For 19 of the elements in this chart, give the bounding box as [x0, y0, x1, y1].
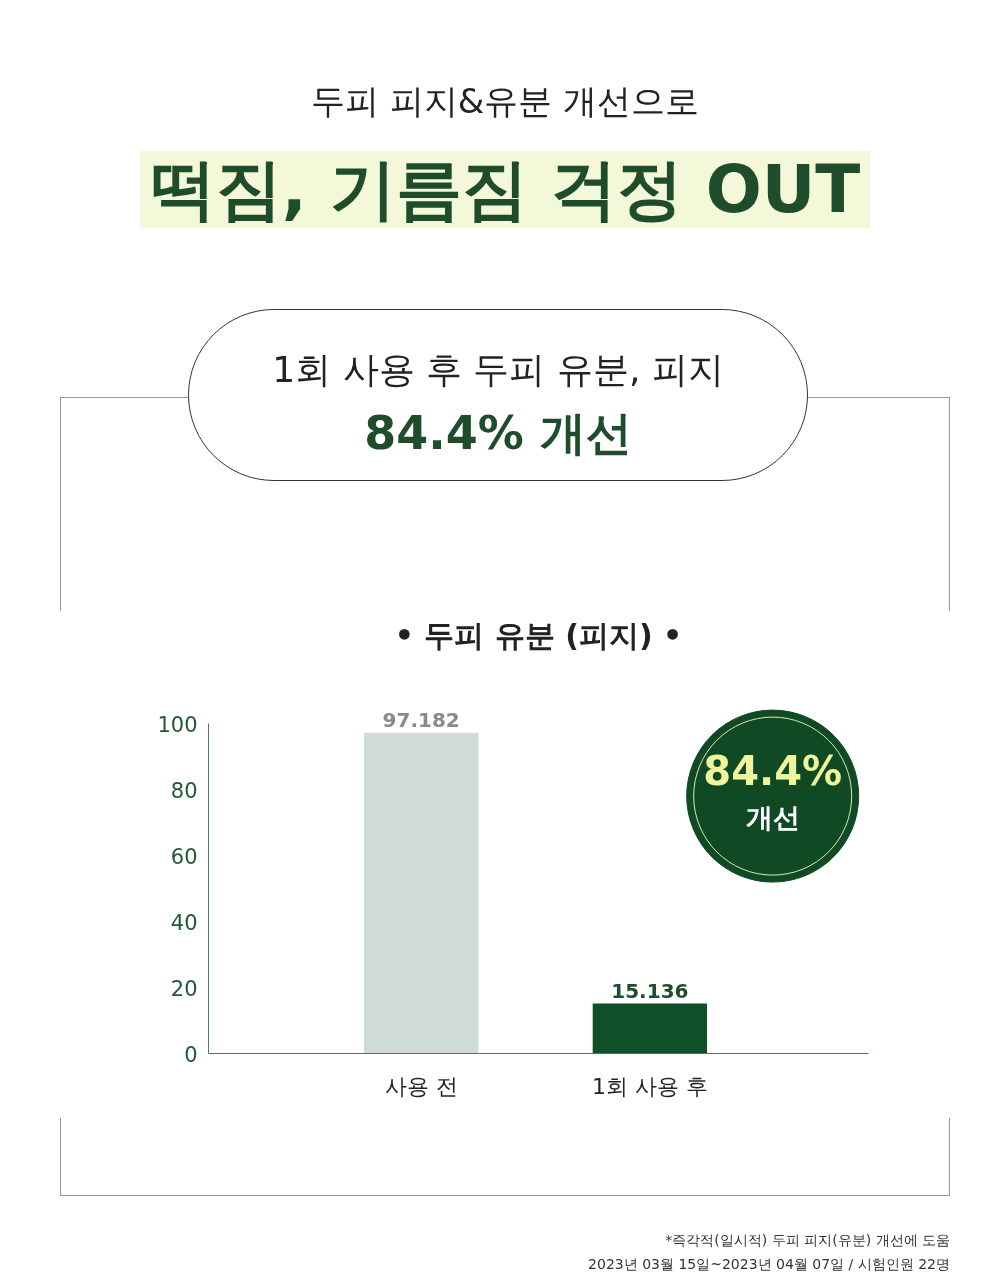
chart-subtitle: 떡짐, 기름짐 걱정 OUT — [139, 151, 871, 228]
y-tick-label: 100 — [157, 712, 198, 737]
y-tick-label: 80 — [170, 778, 198, 803]
text: 84.4% 개선 — [363, 405, 633, 463]
text: 1회 사용 후 두피 유분, 피지 — [271, 348, 725, 392]
data-label: 97.182 — [382, 707, 460, 732]
annotation: 84.4% — [703, 748, 843, 795]
y-tick-label: 20 — [170, 976, 198, 1001]
text: 2023년 03월 15일~2023년 04월 07일 / 시험인원 22명 — [588, 1255, 950, 1274]
annotation: 개선 — [745, 802, 800, 834]
text: *즉각적(일시적) 두피 피지(유분) 개선에 도움 — [664, 1231, 950, 1250]
y-tick-label: 0 — [184, 1042, 198, 1067]
x-tick-label: 사용 전 — [384, 1073, 458, 1099]
y-tick-label: 60 — [170, 844, 198, 869]
y-tick-label: 40 — [170, 910, 198, 935]
text: 두피 피지&유분 개선으로 — [309, 80, 701, 123]
x-tick-label: 1회 사용 후 — [591, 1073, 708, 1099]
data-label: 15.136 — [611, 978, 689, 1003]
chart-title: • 두피 유분 (피지) • — [394, 617, 683, 653]
